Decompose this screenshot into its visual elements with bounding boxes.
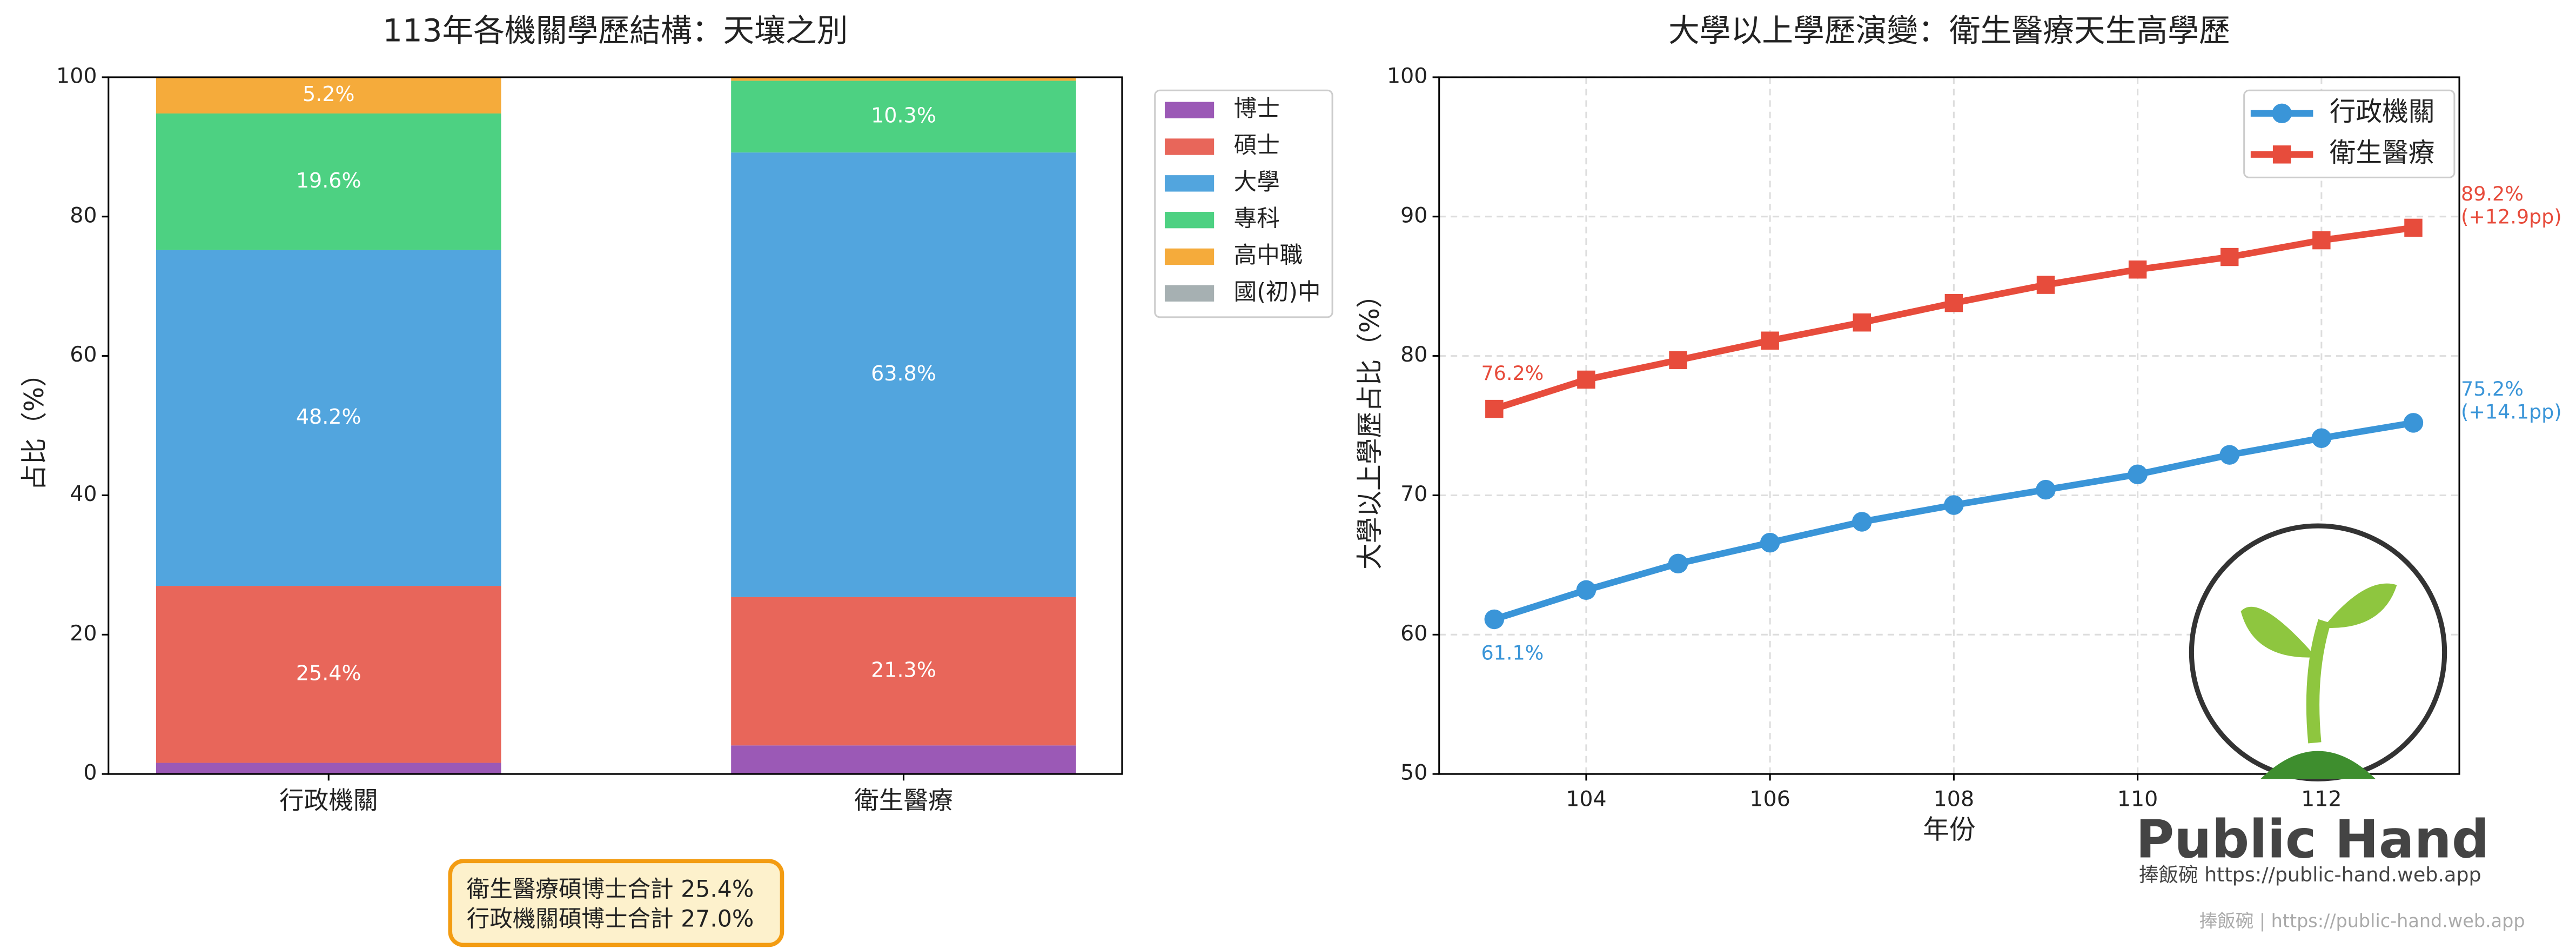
marker	[1668, 553, 1688, 574]
bar-segment	[731, 77, 1076, 81]
legend-swatch	[1164, 138, 1215, 155]
value-label: 25.4%	[296, 661, 361, 685]
legend-swatch	[1164, 248, 1215, 265]
start-label: 61.1%	[1481, 641, 1544, 664]
bar-segment	[156, 250, 501, 586]
end-label: 89.2%	[2461, 182, 2524, 205]
legend-label: 高中職	[1234, 242, 1303, 269]
plot-frame	[108, 76, 1123, 775]
marker	[1944, 293, 1963, 312]
y-tick-label: 60	[1400, 621, 1427, 646]
bar-segment	[156, 763, 501, 774]
marker	[2219, 445, 2239, 465]
plot-frame	[1438, 76, 2460, 775]
marker	[2311, 428, 2332, 448]
value-label: 48.2%	[296, 405, 361, 429]
end-label: (+14.1pp)	[2461, 400, 2562, 424]
legend-swatch	[1164, 211, 1215, 229]
marker	[1669, 351, 1687, 370]
logo	[2189, 523, 2447, 781]
y-axis-label: 占比（%）	[19, 360, 50, 491]
legend-marker	[2272, 103, 2292, 124]
legend-label: 碩士	[1234, 132, 1280, 159]
x-tick-label: 108	[1934, 786, 1974, 811]
legend-marker	[2272, 145, 2291, 164]
y-tick-label: 0	[83, 760, 97, 785]
y-tick-label: 100	[56, 63, 97, 88]
annotation-text: 衛生醫療碩博士合計 25.4%	[467, 876, 754, 903]
marker	[1853, 313, 1871, 332]
marker	[2128, 464, 2148, 485]
bar-segment	[156, 586, 501, 763]
x-axis-label: 年份	[1923, 815, 1975, 845]
value-label: 21.3%	[871, 658, 936, 682]
marker	[2036, 479, 2056, 500]
legend-label: 衛生醫療	[2330, 138, 2435, 168]
bar-segment	[156, 77, 501, 113]
y-tick-label: 90	[1400, 203, 1427, 228]
x-tick-label: 衛生醫療	[854, 786, 952, 814]
legend-label: 專科	[1234, 205, 1280, 232]
legend-label: 博士	[1234, 95, 1280, 122]
marker	[1577, 370, 1595, 389]
footer: 捧飯碗 | https://public-hand.web.app	[2199, 910, 2525, 931]
y-tick-label: 40	[70, 482, 97, 506]
y-axis-label: 大學以上學歷占比（%）	[1355, 282, 1385, 570]
legend-swatch	[1164, 102, 1215, 118]
marker	[1576, 580, 1596, 600]
marker	[1944, 495, 1964, 515]
marker	[2036, 276, 2055, 294]
marker	[2221, 248, 2239, 266]
x-tick-label: 110	[2117, 786, 2158, 811]
x-tick-label: 112	[2301, 786, 2342, 811]
marker	[2312, 231, 2331, 250]
value-label: 19.6%	[296, 169, 361, 192]
bar-segment	[731, 597, 1076, 746]
watermark-tagline: 捧飯碗 https://public-hand.web.app	[2139, 863, 2481, 886]
marker	[1484, 609, 1505, 630]
start-label: 76.2%	[1481, 362, 1544, 385]
marker	[1761, 331, 1779, 350]
legend-swatch	[1164, 175, 1215, 192]
y-tick-label: 20	[70, 621, 97, 646]
marker	[1852, 512, 1872, 532]
marker	[2404, 218, 2423, 237]
watermark-brand: Public Hand	[2136, 809, 2489, 870]
value-label: 5.2%	[303, 82, 355, 106]
end-label: 75.2%	[2461, 377, 2524, 400]
x-tick-label: 行政機關	[279, 786, 378, 814]
y-tick-label: 80	[1400, 342, 1427, 367]
bar-segment	[731, 81, 1076, 153]
bar-segment	[731, 152, 1076, 597]
bar-segment	[731, 745, 1076, 774]
y-tick-label: 60	[70, 342, 97, 367]
y-tick-label: 70	[1400, 482, 1427, 506]
annotation-text: 行政機關碩博士合計 27.0%	[467, 905, 754, 932]
x-tick-label: 106	[1749, 786, 1790, 811]
annotation-box	[448, 859, 784, 947]
marker	[1485, 399, 1504, 418]
value-label: 63.8%	[871, 362, 936, 385]
legend-label: 國(初)中	[1234, 278, 1321, 305]
legend-label: 行政機關	[2330, 97, 2435, 127]
y-tick-label: 80	[70, 203, 97, 228]
marker	[1760, 532, 1780, 553]
marker	[2403, 413, 2424, 433]
legend-swatch	[1164, 285, 1215, 302]
marker	[2128, 260, 2147, 279]
chart-title: 113年各機關學歷結構：天壤之別	[383, 12, 848, 49]
y-tick-label: 50	[1400, 760, 1427, 785]
chart-title: 大學以上學歷演變：衛生醫療天生高學歷	[1668, 12, 2230, 49]
y-tick-label: 100	[1387, 63, 1427, 88]
legend-label: 大學	[1234, 169, 1280, 196]
bar-segment	[156, 113, 501, 250]
x-tick-label: 104	[1566, 786, 1606, 811]
value-label: 10.3%	[871, 103, 936, 127]
end-label: (+12.9pp)	[2461, 205, 2562, 229]
